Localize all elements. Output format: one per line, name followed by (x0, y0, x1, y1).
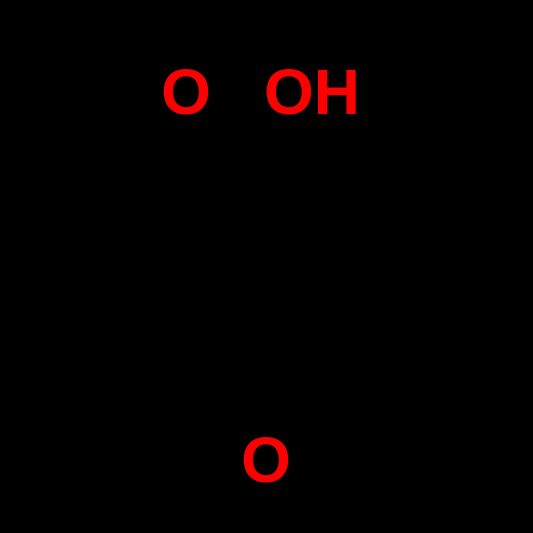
atom-label-O4: O (241, 424, 291, 496)
atom-label-O9: OH (264, 56, 360, 128)
molecule-diagram: O O OH (0, 0, 533, 533)
atom-label-O8: O (161, 56, 211, 128)
